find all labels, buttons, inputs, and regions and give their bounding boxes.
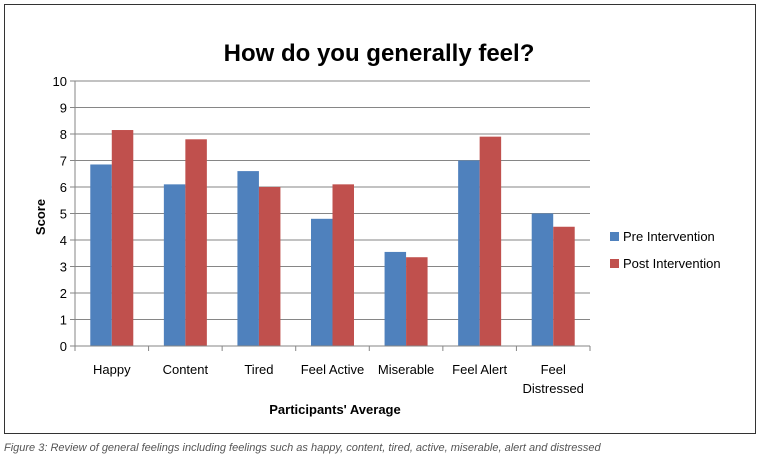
y-tick-label: 5 <box>60 207 67 222</box>
x-tick-label: Content <box>163 362 209 377</box>
y-tick-label: 0 <box>60 339 67 354</box>
y-axis: 0 1 2 3 4 5 6 7 8 9 10 <box>53 74 76 354</box>
bar-post-2 <box>258 187 281 346</box>
y-axis-label: Score <box>33 199 48 235</box>
y-tick-label: 3 <box>60 260 67 275</box>
bar-post-4 <box>406 257 428 346</box>
bar-post-5 <box>479 136 502 346</box>
x-tick-label: Happy <box>93 362 131 377</box>
x-tick-label: Distressed <box>523 381 584 396</box>
bar-pre-5 <box>458 160 480 346</box>
x-tick-label: Miserable <box>378 362 434 377</box>
y-tick-label: 7 <box>60 154 67 169</box>
bar-post-3 <box>332 184 354 346</box>
bar-post-0 <box>111 130 134 346</box>
bar-pre-3 <box>311 218 333 346</box>
bar-post-6 <box>553 226 575 346</box>
legend-swatch-post <box>610 259 619 268</box>
y-tick-label: 1 <box>60 313 67 328</box>
bar-chart: How do you generally feel? 012345678910 … <box>33 40 721 417</box>
bar-pre-2 <box>237 171 259 346</box>
chart-title: How do you generally feel? <box>224 40 535 67</box>
x-axis-label: Participants' Average <box>269 402 400 417</box>
y-tick-label: 9 <box>60 101 67 116</box>
figure-caption: Figure 3: Review of general feelings inc… <box>4 442 601 454</box>
chart-frame: How do you generally feel? 0 1 2 3 4 5 6 7 8 9 10 … <box>4 4 756 434</box>
x-tick-label: Feel <box>541 362 566 377</box>
bar-pre-0 <box>90 164 112 346</box>
y-tick-label: 6 <box>60 180 67 195</box>
y-tick-label: 4 <box>60 233 67 248</box>
legend-label-pre: Pre Intervention <box>623 229 715 244</box>
legend-swatch-pre <box>610 232 619 241</box>
y-tick-label: 2 <box>60 286 67 301</box>
bar-pre-6 <box>531 213 554 346</box>
legend: Pre Intervention Post Intervention <box>610 229 721 271</box>
bar-pre-4 <box>384 251 407 346</box>
bar-pre-1 <box>163 184 186 346</box>
y-tick-label: 8 <box>60 127 67 142</box>
legend-label-post: Post Intervention <box>623 256 721 271</box>
x-tick-label: Feel Alert <box>452 362 507 377</box>
bars <box>90 130 575 346</box>
x-axis: Happy Content Tired Feel Active Miserable Fee… <box>74 345 591 396</box>
bar-post-1 <box>185 139 207 346</box>
x-tick-label: Feel Active <box>301 362 365 377</box>
x-tick-label: Tired <box>244 362 273 377</box>
y-tick-label: 10 <box>53 74 67 89</box>
